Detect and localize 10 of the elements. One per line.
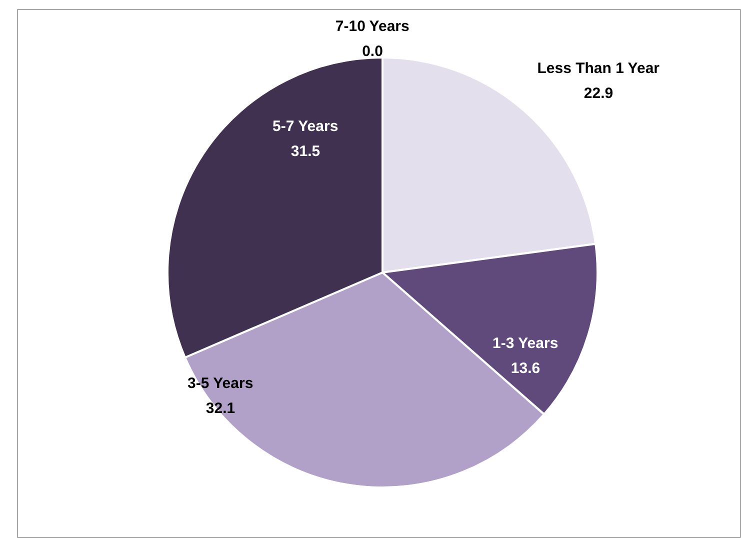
slice-label: Less Than 1 Year: [537, 60, 660, 77]
data-label: 13.6: [510, 360, 540, 377]
slice-label: 3-5 Years: [188, 375, 254, 392]
category-label: 7-10 Years: [335, 18, 410, 35]
data-label: 31.5: [290, 143, 320, 160]
data-label: 22.9: [584, 85, 614, 102]
slice-label: 1-3 Years: [492, 335, 558, 352]
data-label: 32.1: [206, 400, 236, 417]
slice-label: 5-7 Years: [272, 118, 338, 135]
text: 0.0: [362, 43, 383, 60]
